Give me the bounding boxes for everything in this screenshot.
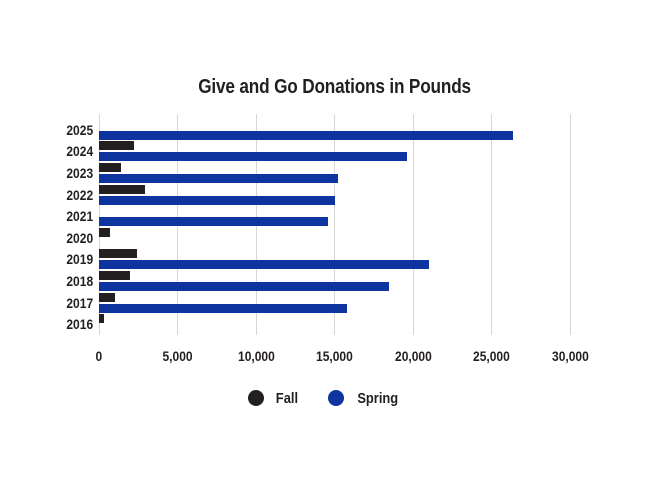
bar-group-2022 xyxy=(99,184,570,206)
y-axis-label-2016: 2016 xyxy=(40,313,93,335)
y-axis-label-text: 2025 xyxy=(66,121,93,138)
x-axis-tick-15000: 15,000 xyxy=(295,348,375,364)
y-axis-label-text: 2024 xyxy=(66,143,93,160)
bar-spring-2017 xyxy=(99,303,348,313)
y-axis-label-2021: 2021 xyxy=(40,205,93,227)
bar-fall-2018 xyxy=(99,270,131,280)
legend-item-spring: Spring xyxy=(328,390,402,407)
x-axis-labels: 0 5,000 10,000 15,000 20,000 25,000 30,000 xyxy=(0,348,650,366)
bar-fall-2019 xyxy=(99,249,137,259)
x-axis-tick-text: 30,000 xyxy=(551,348,589,364)
gridline-30000 xyxy=(569,114,571,335)
x-axis-tick-30000: 30,000 xyxy=(530,348,610,364)
bar-group-2017 xyxy=(99,292,570,314)
bar-fall-2020 xyxy=(99,227,110,237)
bar-group-2020 xyxy=(99,227,570,249)
bar-group-2016 xyxy=(99,313,570,335)
x-axis-tick-5000: 5,000 xyxy=(138,348,218,364)
bar-spring-2022 xyxy=(99,195,335,205)
y-axis-label-text: 2020 xyxy=(66,229,93,246)
y-axis-label-text: 2023 xyxy=(66,164,93,181)
y-axis-label-text: 2018 xyxy=(66,272,93,289)
gridline-15000 xyxy=(334,114,335,335)
legend-label-spring: Spring xyxy=(354,390,402,407)
x-axis-tick-text: 0 xyxy=(95,348,103,364)
y-axis-label-text: 2022 xyxy=(66,186,93,203)
bar-group-2019 xyxy=(99,249,570,271)
legend-item-fall: Fall xyxy=(248,390,300,407)
y-axis-label-2023: 2023 xyxy=(40,162,93,184)
bar-spring-2025 xyxy=(99,130,514,140)
bar-fall-2023 xyxy=(99,162,121,172)
bar-spring-2018 xyxy=(99,281,390,291)
y-axis-label-2024: 2024 xyxy=(40,141,93,163)
plot-area xyxy=(98,114,571,335)
chart-title: Give and Go Donations in Pounds xyxy=(99,76,570,102)
x-axis-tick-0: 0 xyxy=(59,348,139,364)
bar-spring-2023 xyxy=(99,173,338,183)
y-axis-label-text: 2017 xyxy=(66,294,93,311)
bar-group-2021 xyxy=(99,205,570,227)
y-axis-label-2022: 2022 xyxy=(40,184,93,206)
bar-fall-2017 xyxy=(99,292,115,302)
bar-fall-2024 xyxy=(99,141,134,151)
x-axis-tick-text: 10,000 xyxy=(237,348,275,364)
x-axis-tick-25000: 25,000 xyxy=(452,348,532,364)
x-axis-tick-text: 20,000 xyxy=(394,348,432,364)
bar-fall-2022 xyxy=(99,184,145,194)
bar-group-2023 xyxy=(99,162,570,184)
bar-spring-2024 xyxy=(99,152,407,162)
legend-label-fall: Fall xyxy=(274,390,300,407)
gridline-20000 xyxy=(412,114,414,335)
y-axis-label-text: 2019 xyxy=(66,251,93,268)
chart-title-text: Give and Go Donations in Pounds xyxy=(198,76,471,98)
y-axis-label-2019: 2019 xyxy=(40,249,93,271)
y-axis-label-2020: 2020 xyxy=(40,227,93,249)
legend-swatch-fall xyxy=(248,390,265,406)
x-axis-tick-text: 5,000 xyxy=(162,348,193,364)
bar-group-2024 xyxy=(99,141,570,163)
bar-fall-2016 xyxy=(99,314,104,324)
legend-swatch-spring xyxy=(328,390,345,406)
x-axis-tick-10000: 10,000 xyxy=(216,348,296,364)
y-axis-label-text: 2016 xyxy=(66,316,93,333)
x-axis-tick-20000: 20,000 xyxy=(373,348,453,364)
legend: Fall Spring xyxy=(0,388,650,408)
y-axis-label-2018: 2018 xyxy=(40,270,93,292)
x-axis-tick-text: 25,000 xyxy=(473,348,510,364)
x-axis-tick-text: 15,000 xyxy=(316,348,353,364)
y-axis-label-text: 2021 xyxy=(66,208,93,225)
legend-label-text: Spring xyxy=(357,389,399,407)
bar-group-2025 xyxy=(99,119,570,141)
y-axis-label-2025: 2025 xyxy=(40,119,93,141)
gridline-25000 xyxy=(491,114,492,335)
bar-spring-2021 xyxy=(99,217,329,227)
bar-spring-2019 xyxy=(99,260,429,270)
y-axis-label-2017: 2017 xyxy=(40,292,93,314)
y-axis-labels: 2025 2024 2023 2022 2021 2020 2019 2018 2017 2016 xyxy=(40,119,93,335)
bar-group-2018 xyxy=(99,270,570,292)
legend-label-text: Fall xyxy=(276,389,299,407)
